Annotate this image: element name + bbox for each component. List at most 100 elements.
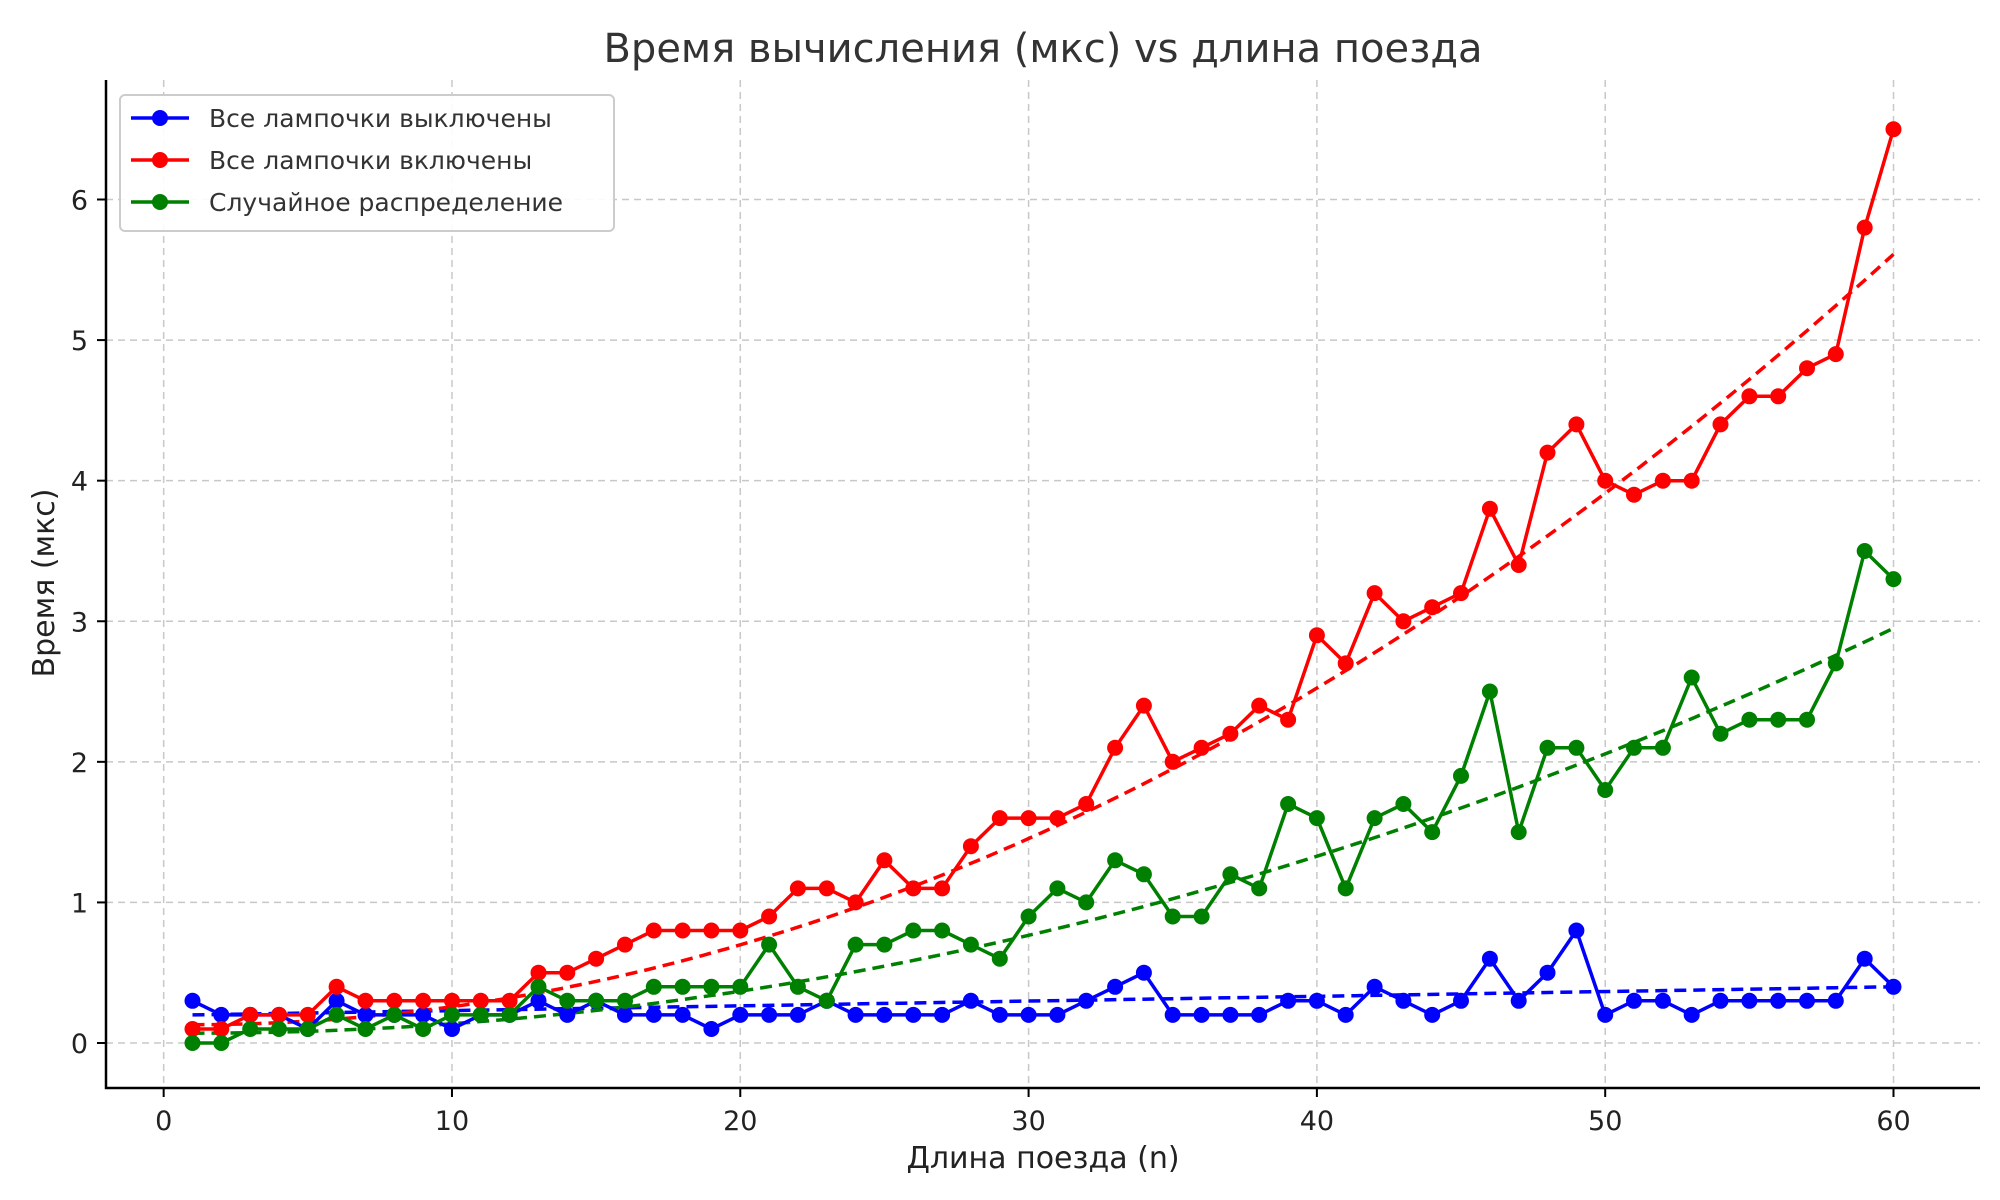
data-point bbox=[962, 936, 979, 953]
data-point bbox=[1712, 992, 1729, 1009]
series-line bbox=[192, 128, 1896, 1031]
y-tick-label: 4 bbox=[71, 467, 88, 498]
data-point bbox=[530, 964, 547, 981]
data-point bbox=[328, 992, 345, 1009]
data-point bbox=[444, 1006, 460, 1023]
data-point bbox=[789, 1006, 806, 1023]
y-tick-label: 5 bbox=[71, 326, 88, 357]
data-point bbox=[617, 992, 633, 1009]
data-point bbox=[299, 1021, 316, 1037]
data-point bbox=[1424, 599, 1441, 616]
data-point bbox=[1626, 992, 1642, 1009]
data-point bbox=[1770, 711, 1787, 728]
data-point bbox=[1395, 796, 1412, 812]
data-point bbox=[1366, 585, 1383, 602]
data-point bbox=[1597, 1006, 1614, 1023]
data-point bbox=[501, 1006, 518, 1023]
data-point bbox=[1510, 557, 1527, 573]
x-tick-label: 0 bbox=[155, 1106, 172, 1137]
data-point bbox=[213, 1035, 230, 1051]
chart-title: Время вычисления (мкс) vs длина поезда bbox=[603, 26, 1482, 72]
data-point bbox=[645, 978, 662, 995]
data-point bbox=[1424, 824, 1441, 841]
data-point bbox=[703, 978, 720, 995]
data-point bbox=[559, 992, 576, 1009]
data-point bbox=[934, 880, 951, 897]
legend: Все лампочки выключены Все лампочки включ… bbox=[119, 94, 615, 232]
legend-entry-label: Все лампочки выключены bbox=[209, 104, 552, 133]
data-point bbox=[1049, 1006, 1066, 1023]
data-point bbox=[1280, 711, 1297, 728]
y-tick-label: 2 bbox=[71, 748, 88, 779]
data-point bbox=[991, 1006, 1008, 1023]
data-point bbox=[530, 992, 547, 1009]
data-point bbox=[674, 922, 691, 939]
trend-line bbox=[192, 252, 1895, 1027]
data-point bbox=[1280, 796, 1297, 812]
data-point bbox=[905, 922, 922, 939]
data-point bbox=[617, 936, 633, 953]
data-point bbox=[1827, 992, 1844, 1009]
data-point bbox=[1251, 697, 1268, 714]
data-point bbox=[876, 852, 893, 869]
data-point bbox=[472, 1006, 489, 1023]
data-point bbox=[818, 880, 835, 897]
data-point bbox=[1856, 219, 1873, 236]
data-point bbox=[1827, 655, 1844, 672]
data-point bbox=[991, 810, 1008, 827]
data-point bbox=[1654, 472, 1671, 489]
data-point bbox=[847, 894, 864, 911]
data-point bbox=[1885, 121, 1902, 138]
legend-swatch-marker bbox=[152, 110, 168, 126]
x-tick-label: 50 bbox=[1588, 1106, 1622, 1137]
data-point bbox=[1193, 908, 1210, 925]
data-point bbox=[847, 1006, 864, 1023]
y-axis-label: Время (мкс) bbox=[27, 489, 62, 678]
data-point bbox=[1366, 810, 1383, 827]
data-point bbox=[1107, 978, 1124, 995]
data-point bbox=[1654, 992, 1671, 1009]
data-point bbox=[1078, 894, 1095, 911]
data-point bbox=[328, 1006, 345, 1023]
axes bbox=[104, 80, 1980, 1090]
trend-line bbox=[192, 985, 1894, 1017]
y-tick-label: 1 bbox=[71, 888, 88, 919]
data-point bbox=[1366, 978, 1383, 995]
data-point bbox=[1799, 992, 1815, 1009]
y-tick-label: 3 bbox=[71, 607, 88, 638]
data-point bbox=[559, 1006, 576, 1023]
data-point bbox=[299, 1006, 316, 1023]
data-point bbox=[1827, 346, 1844, 363]
data-point bbox=[1251, 1006, 1268, 1023]
data-point bbox=[1568, 922, 1585, 939]
data-point bbox=[1049, 810, 1066, 827]
data-point bbox=[674, 1006, 691, 1023]
legend-entry-label: Все лампочки включены bbox=[209, 146, 532, 175]
data-point bbox=[1222, 866, 1239, 883]
data-point bbox=[703, 1021, 720, 1037]
data-point bbox=[1308, 992, 1325, 1009]
data-point bbox=[1683, 1006, 1700, 1023]
x-tick-label: 10 bbox=[435, 1106, 469, 1137]
data-point bbox=[732, 922, 749, 939]
trend-lines bbox=[192, 252, 1895, 1035]
data-point bbox=[1193, 739, 1210, 756]
data-point bbox=[1481, 950, 1498, 967]
data-point bbox=[184, 992, 201, 1009]
data-point bbox=[1539, 964, 1556, 981]
data-point bbox=[1770, 992, 1787, 1009]
data-point bbox=[1049, 880, 1066, 897]
data-point bbox=[1078, 992, 1095, 1009]
data-point bbox=[1222, 1006, 1239, 1023]
data-point bbox=[1568, 739, 1585, 756]
data-point bbox=[1539, 444, 1556, 461]
data-point bbox=[1481, 500, 1498, 517]
data-point bbox=[530, 978, 547, 995]
data-point bbox=[1683, 472, 1700, 489]
legend-box bbox=[119, 94, 615, 232]
data-point bbox=[1770, 388, 1787, 405]
data-point bbox=[242, 1021, 259, 1037]
data-point bbox=[1193, 1006, 1210, 1023]
data-point bbox=[386, 992, 403, 1009]
data-point bbox=[1337, 655, 1354, 672]
